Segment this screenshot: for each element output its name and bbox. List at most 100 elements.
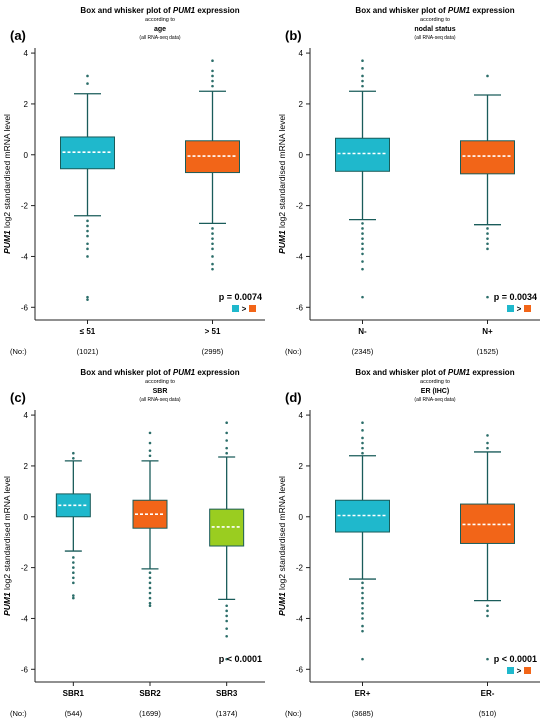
panel-label: (b)	[285, 28, 302, 43]
outlier-point	[486, 247, 489, 251]
panel-label: (d)	[285, 390, 302, 405]
outlier-point	[211, 79, 214, 83]
count-label: (3685)	[352, 709, 374, 718]
y-tick-label: 2	[24, 462, 29, 471]
n-label: (No:)	[10, 347, 27, 356]
outlier-point	[361, 74, 364, 78]
outlier-point	[361, 591, 364, 595]
outlier-point	[148, 449, 152, 452]
x-tick-label: SBR1	[63, 689, 85, 698]
outlier-point	[72, 456, 75, 460]
outlier-point	[72, 451, 75, 455]
outlier-point	[211, 247, 214, 251]
outlier-point	[486, 434, 489, 437]
outlier-point	[86, 242, 89, 246]
outlier-point	[361, 242, 364, 246]
outlier-point	[225, 451, 228, 455]
outlier-point	[486, 295, 489, 299]
outlier-point	[361, 84, 364, 88]
outlier-point	[86, 219, 89, 223]
chart-note: (all RNA-seq data)	[414, 35, 455, 41]
y-axis-label-gene: PUM1	[2, 590, 12, 616]
outlier-point	[486, 657, 489, 661]
x-tick-label: N+	[482, 327, 493, 336]
outlier-point	[148, 576, 152, 580]
outlier-point	[72, 581, 75, 585]
y-tick-label: 0	[24, 513, 29, 522]
y-tick-label: 0	[24, 151, 29, 160]
chart-panel-3: (c) Box and whisker plot of PUM1 expressi…	[2, 368, 265, 718]
chart-title-prefix: Box and whisker plot of	[355, 368, 447, 377]
y-tick-label: 4	[299, 411, 304, 420]
comparison-symbol: >	[517, 667, 522, 676]
chart-note: (all RNA-seq data)	[139, 397, 180, 403]
outlier-point	[72, 556, 75, 559]
outlier-point	[486, 604, 489, 608]
chart-panel-4: (d) Box and whisker plot of PUM1 expressi…	[277, 368, 540, 718]
count-label: (1525)	[477, 347, 499, 356]
chart-title-prefix: Box and whisker plot of	[80, 368, 172, 377]
y-tick-label: 0	[299, 513, 304, 522]
outlier-point	[211, 84, 214, 88]
outlier-point	[361, 441, 364, 445]
outlier-point	[148, 601, 152, 605]
p-value: p = 0.0074	[219, 292, 262, 302]
count-label: (1374)	[216, 709, 238, 718]
y-tick-label: -2	[296, 564, 304, 573]
p-value: p < 0.0001	[219, 654, 262, 664]
outlier-point	[148, 441, 152, 445]
outlier-point	[86, 82, 89, 85]
y-axis-label: PUM1 log2 standardised mRNA level	[277, 476, 287, 616]
outlier-point	[486, 227, 489, 230]
chart-title-prefix: Box and whisker plot of	[80, 6, 172, 15]
outlier-point	[72, 596, 75, 600]
chart-title-suffix: expression	[470, 368, 515, 377]
outlier-point	[361, 222, 364, 225]
chart-note: (all RNA-seq data)	[414, 397, 455, 403]
outlier-point	[361, 617, 364, 620]
outlier-point	[225, 609, 228, 613]
outlier-point	[211, 255, 214, 258]
outlier-point	[486, 242, 489, 246]
y-tick-label: -4	[21, 614, 29, 623]
outlier-point	[148, 596, 152, 600]
outlier-point	[72, 594, 75, 597]
outlier-point	[86, 298, 89, 301]
outlier-point	[361, 581, 364, 585]
outlier-point	[486, 441, 489, 445]
y-tick-label: -6	[21, 303, 29, 312]
outlier-point	[211, 69, 214, 73]
chart-title-suffix: expression	[195, 368, 240, 377]
outlier-point	[225, 634, 228, 638]
chart-subtitle: according to	[420, 17, 450, 23]
outlier-point	[72, 566, 75, 569]
comparison-symbol: >	[242, 305, 247, 314]
chart-subtitle: according to	[420, 379, 450, 385]
legend-swatch-b	[249, 305, 256, 312]
count-label: (2995)	[202, 347, 224, 356]
y-tick-label: -2	[21, 202, 29, 211]
y-tick-label: -2	[296, 202, 304, 211]
y-axis-label-text: log2 standardised mRNA level	[277, 114, 287, 228]
legend-swatch-a	[232, 305, 239, 312]
chart-subtitle: according to	[145, 379, 175, 385]
y-axis-label-gene: PUM1	[2, 228, 12, 254]
outlier-point	[486, 614, 489, 618]
count-label: (510)	[479, 709, 497, 718]
outlier-point	[361, 586, 364, 590]
panel-label: (a)	[10, 28, 26, 43]
chart-note: (all RNA-seq data)	[139, 35, 180, 41]
y-tick-label: 4	[24, 49, 29, 58]
outlier-point	[211, 227, 214, 230]
y-axis-label-text: log2 standardised mRNA level	[277, 476, 287, 590]
outlier-point	[361, 421, 364, 425]
outlier-point	[486, 237, 489, 240]
outlier-point	[72, 571, 75, 574]
y-tick-label: -6	[296, 303, 304, 312]
outlier-point	[486, 446, 489, 450]
legend-swatch-b	[524, 305, 531, 312]
outlier-point	[211, 262, 214, 266]
x-tick-label: SBR2	[139, 689, 161, 698]
outlier-point	[86, 295, 89, 299]
y-axis-label: PUM1 log2 standardised mRNA level	[277, 114, 287, 254]
